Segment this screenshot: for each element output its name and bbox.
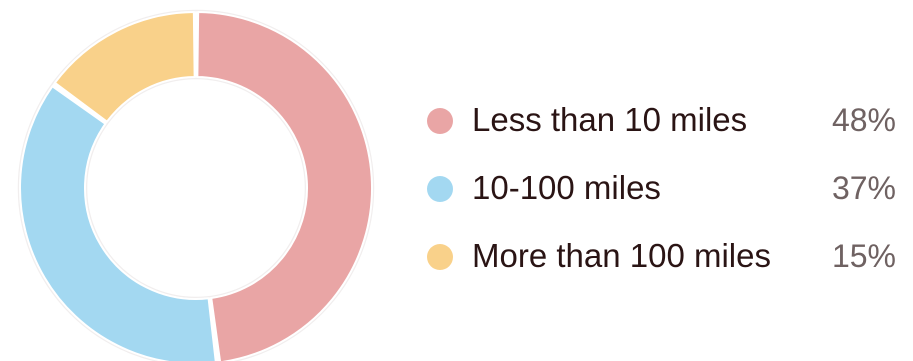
legend-label: 10-100 miles <box>472 169 661 206</box>
donut-slice-10-100-miles <box>19 85 217 361</box>
legend-label: More than 100 miles <box>472 237 771 274</box>
legend-swatch <box>427 108 453 134</box>
legend-item-less-than-10-miles: Less than 10 miles 48% <box>424 94 900 162</box>
legend-label: Less than 10 miles <box>472 101 748 138</box>
legend-value: 15% <box>831 238 896 274</box>
legend-swatch <box>427 176 453 202</box>
donut-chart <box>17 9 375 361</box>
donut-slice-more-than-100-miles <box>53 11 196 123</box>
legend-value: 48% <box>831 102 896 138</box>
legend-item-more-than-100-miles: More than 100 miles 15% <box>424 230 900 298</box>
legend-value: 37% <box>831 170 896 206</box>
legend: Less than 10 miles 48% 10-100 miles 37% … <box>424 94 900 298</box>
donut-ring <box>85 77 307 299</box>
donut-ring <box>17 9 375 361</box>
legend-swatch <box>427 244 453 270</box>
donut-slice-less-than-10-miles <box>196 11 374 361</box>
legend-item-10-100-miles: 10-100 miles 37% <box>424 162 900 230</box>
